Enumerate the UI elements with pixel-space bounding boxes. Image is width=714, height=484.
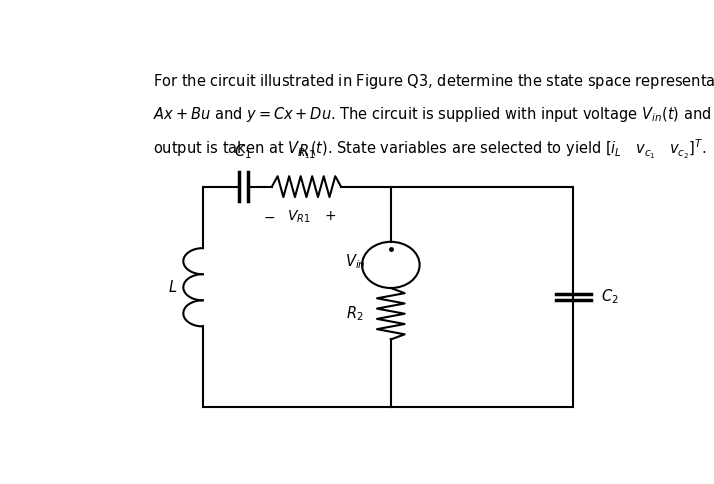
Text: $V_{in}$: $V_{in}$ [345, 252, 365, 271]
Text: $C_2$: $C_2$ [600, 287, 618, 306]
Text: For the circuit illustrated in Figure Q3, determine the state space representati: For the circuit illustrated in Figure Q3… [153, 71, 714, 92]
Text: $V_{R1}$: $V_{R1}$ [287, 208, 310, 225]
Text: $R_1$: $R_1$ [298, 142, 316, 161]
Text: $-$: $-$ [263, 210, 275, 224]
Text: $Ax + Bu$ and $y = Cx + Du$. The circuit is supplied with input voltage $V_{in}(: $Ax + Bu$ and $y = Cx + Du$. The circuit… [153, 105, 714, 124]
Text: $C_1$: $C_1$ [234, 142, 252, 161]
Text: $+$: $+$ [324, 210, 336, 224]
Text: $L$: $L$ [168, 279, 177, 295]
Text: $R_2$: $R_2$ [346, 304, 363, 323]
Text: output is taken at $V_{R_1}(t)$. State variables are selected to yield $[i_L \qu: output is taken at $V_{R_1}(t)$. State v… [153, 138, 706, 162]
